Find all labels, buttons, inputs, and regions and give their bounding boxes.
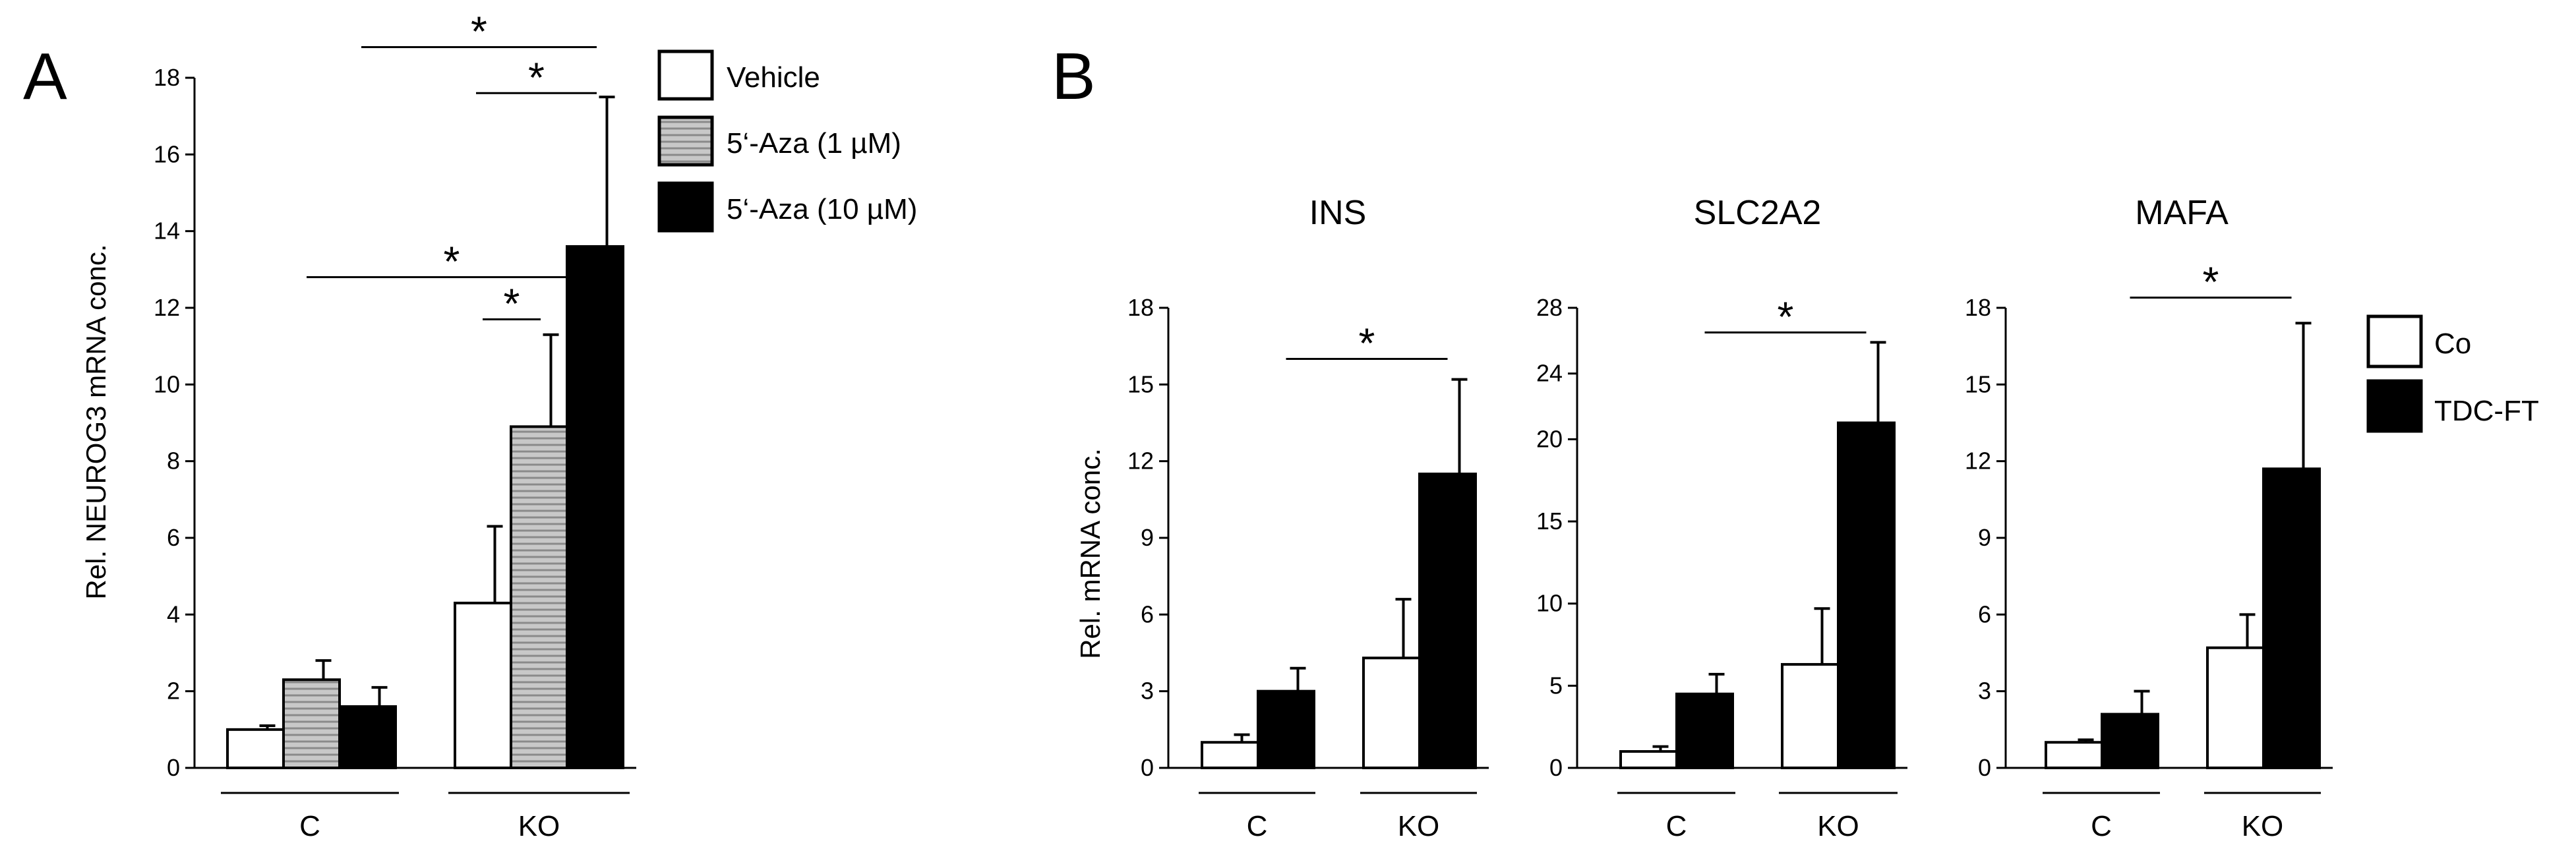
chart-2-bar-co-ko: [1362, 656, 1421, 769]
legend-swatch-tdc-ft: [2366, 379, 2423, 433]
legend-label-aza-1: 5‘-Aza (1 µM): [727, 127, 901, 160]
chart-4-significance-star-1: *: [2203, 258, 2219, 305]
chart-1-bar-vehicle-ko: [454, 601, 512, 770]
legend-swatch-co: [2366, 314, 2423, 368]
chart-4-bar-co-ko: [2206, 646, 2265, 769]
chart-3-bar-co-c: [1619, 750, 1678, 769]
chart-4-y-tick-label-12: 12: [1965, 448, 1991, 475]
chart-2-significance-star-1: *: [1359, 320, 1375, 367]
chart-1-significance-star-1: *: [471, 7, 487, 55]
chart-1-y-tick-label-6: 6: [167, 524, 180, 551]
chart-1-y-axis-label: Rel. NEUROG3 mRNA conc.: [80, 244, 111, 599]
chart-a-neurog3: 0 2 4 6 8 10 12 14 16 18 C KO * * * * Rel. NEUROG3 mRNA …: [80, 7, 636, 842]
legend-label-vehicle: Vehicle: [727, 61, 820, 94]
chart-2-y-tick-label-9: 9: [1141, 524, 1154, 551]
legend-swatch-aza-10: [657, 181, 714, 233]
chart-1-y-tick-label-0: 0: [167, 754, 180, 781]
chart-2-y-tick-label-15: 15: [1127, 370, 1154, 397]
chart-4-category-label-ko: KO: [2242, 810, 2284, 842]
chart-4-y-tick-label-3: 3: [1978, 678, 1991, 705]
chart-1-category-label-ko: KO: [518, 810, 560, 842]
chart-2-bar-tdc-ft-c: [1257, 689, 1315, 769]
chart-b-ins: 0 3 6 9 12 15 18 C KO * INS Rel. mRNA conc.: [1075, 194, 1489, 842]
chart-2-y-tick-label-6: 6: [1141, 600, 1154, 627]
chart-1-category-label-c: C: [299, 810, 320, 842]
chart-4-y-tick-label-18: 18: [1965, 294, 1991, 321]
chart-3-y-tick-label-20: 20: [1536, 425, 1563, 452]
chart-2-bar-tdc-ft-ko: [1418, 473, 1477, 769]
chart-3-bar-co-ko: [1781, 662, 1840, 770]
chart-1-bar-vehicle-c: [226, 728, 285, 770]
legend-label-co: Co: [2434, 328, 2471, 360]
chart-2-y-axis-label: Rel. mRNA conc.: [1075, 448, 1106, 659]
chart-2-y-tick-label-3: 3: [1141, 678, 1154, 705]
chart-1-bar-5-aza-1-m-c: [282, 678, 341, 770]
chart-4-category-label-c: C: [2091, 810, 2112, 842]
panel-label-a: A: [23, 40, 67, 113]
chart-3-y-tick-label-5: 5: [1549, 672, 1563, 699]
chart-1-bar-5-aza-10-m-ko: [566, 245, 624, 769]
chart-3-category-label-c: C: [1666, 810, 1687, 842]
chart-1-y-tick-label-12: 12: [154, 294, 180, 321]
chart-4-y-tick-label-0: 0: [1978, 754, 1991, 781]
chart-3-significance-star-1: *: [1778, 293, 1794, 340]
legend-swatch-aza-1: [657, 115, 714, 167]
chart-1-y-tick-label-4: 4: [167, 600, 180, 627]
chart-1-y-tick-label-10: 10: [154, 370, 180, 397]
chart-1-significance-star-3: *: [444, 237, 460, 285]
chart-2-y-tick-label-0: 0: [1141, 754, 1154, 781]
legend-swatch-vehicle: [657, 49, 714, 101]
chart-2-title: INS: [1309, 194, 1367, 232]
chart-1-significance-star-4: *: [504, 279, 520, 327]
chart-1-significance-star-2: *: [528, 53, 545, 101]
chart-2-y-tick-label-18: 18: [1127, 294, 1154, 321]
chart-3-y-tick-label-15: 15: [1536, 508, 1563, 535]
chart-2-category-label-c: C: [1247, 810, 1268, 842]
chart-3-title: SLC2A2: [1694, 194, 1822, 232]
chart-1-y-tick-label-18: 18: [154, 64, 180, 91]
chart-3-bar-tdc-ft-ko: [1837, 421, 1896, 769]
chart-b-slc2a2: 0 5 10 15 20 24 28 C KO * SLC2A2: [1536, 194, 1907, 842]
chart-2-y-tick-label-12: 12: [1127, 448, 1154, 475]
chart-3-bar-tdc-ft-c: [1675, 692, 1734, 769]
chart-4-bar-co-c: [2045, 741, 2103, 769]
chart-3-y-tick-label-10: 10: [1536, 590, 1563, 617]
chart-4-title: MAFA: [2135, 194, 2229, 232]
chart-3-y-tick-label-28: 28: [1536, 294, 1563, 321]
chart-1-y-tick-label-16: 16: [154, 140, 180, 167]
chart-1-y-tick-label-2: 2: [167, 678, 180, 705]
legend-label-tdc-ft: TDC-FT: [2434, 395, 2539, 427]
chart-2-category-label-ko: KO: [1398, 810, 1440, 842]
chart-4-y-tick-label-9: 9: [1978, 524, 1991, 551]
chart-4-bar-tdc-ft-ko: [2262, 467, 2321, 769]
chart-b-mafa: 0 3 6 9 12 15 18 C KO * MAFA: [1965, 194, 2333, 842]
legend-b: Co TDC-FT: [2366, 314, 2539, 433]
chart-4-y-tick-label-6: 6: [1978, 600, 1991, 627]
chart-1-bar-5-aza-1-m-ko: [510, 425, 568, 769]
chart-3-y-tick-label-24: 24: [1536, 360, 1563, 387]
chart-3-category-label-ko: KO: [1817, 810, 1859, 842]
chart-3-y-tick-label-0: 0: [1549, 754, 1563, 781]
chart-1-y-tick-label-8: 8: [167, 448, 180, 475]
legend-label-aza-10: 5‘-Aza (10 µM): [727, 193, 917, 225]
chart-4-y-tick-label-15: 15: [1965, 370, 1991, 397]
chart-1-y-tick-label-14: 14: [154, 218, 180, 245]
chart-2-bar-co-c: [1201, 741, 1259, 769]
legend-a: Vehicle 5‘-Aza (1 µM) 5‘-Aza (10 µM): [657, 49, 917, 233]
panel-label-b: B: [1052, 40, 1096, 113]
chart-4-bar-tdc-ft-c: [2101, 713, 2159, 769]
chart-1-bar-5-aza-10-m-c: [338, 705, 397, 770]
